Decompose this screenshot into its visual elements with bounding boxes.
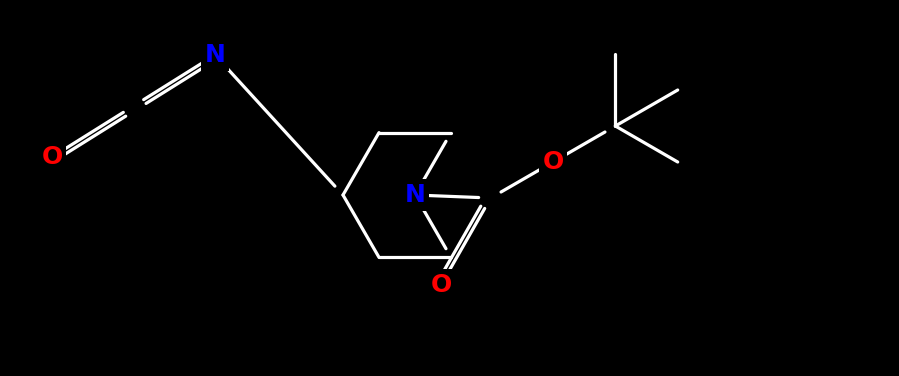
Text: O: O	[431, 273, 451, 297]
Text: O: O	[542, 150, 564, 174]
Text: O: O	[41, 145, 63, 169]
Text: N: N	[405, 183, 425, 207]
Text: N: N	[205, 43, 226, 67]
